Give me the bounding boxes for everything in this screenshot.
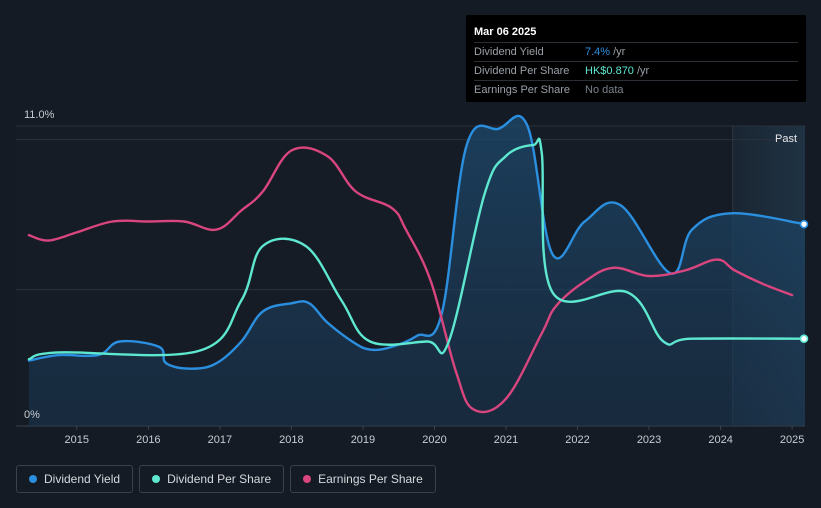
tooltip-value: HK$0.870: [585, 65, 634, 77]
legend-item-dividend-yield[interactable]: Dividend Yield: [16, 465, 134, 493]
dividend-yield-area: [28, 115, 805, 427]
x-tick-label: 2022: [565, 434, 589, 446]
tooltip-label: Dividend Per Share: [474, 65, 570, 77]
x-tick-label: 2016: [136, 434, 160, 446]
yield-marker: [799, 219, 809, 229]
tooltip-unit: /yr: [613, 46, 626, 58]
earnings-per-share-dot-icon: [303, 475, 312, 483]
tooltip-value: No data: [585, 84, 624, 96]
legend-label: Dividend Yield: [44, 472, 121, 486]
eps-line: [27, 146, 794, 414]
series-markers: [799, 219, 809, 344]
legend-label: Earnings Per Share: [318, 472, 423, 486]
x-tick-label: 2021: [494, 434, 518, 446]
x-tick-label: 2015: [65, 434, 89, 446]
x-tick-label: 2017: [208, 434, 232, 446]
dividend-per-share-dot-icon: [152, 475, 161, 483]
dps-line: [27, 137, 807, 361]
tooltip-row-dividend-yield: Dividend Yield 7.4% /yr: [474, 42, 798, 61]
x-tick-label: 2023: [637, 434, 661, 446]
x-tick-label: 2020: [422, 434, 446, 446]
tooltip-label: Earnings Per Share: [474, 84, 570, 96]
tooltip-date: Mar 06 2025: [474, 26, 537, 38]
tooltip-unit: /yr: [636, 65, 650, 77]
legend-item-earnings-per-share[interactable]: Earnings Per Share: [290, 465, 436, 493]
legend-label: Dividend Per Share: [167, 472, 272, 486]
dividend-yield-dot-icon: [29, 475, 37, 483]
yield-line: [27, 114, 807, 370]
tooltip: Mar 06 2025 Dividend Yield 7.4% /yr Divi…: [466, 15, 806, 102]
x-tick-label: 2018: [279, 434, 303, 446]
x-tick-label: 2019: [351, 434, 375, 446]
y-max-label: 11.0%: [24, 109, 55, 121]
dps-marker: [799, 334, 809, 344]
tooltip-row-earnings-per-share: Earnings Per Share No data: [474, 80, 798, 99]
y-min-label: 0%: [24, 409, 40, 421]
series-lines: [27, 114, 807, 414]
past-label: Past: [775, 133, 797, 145]
x-axis-ticks: 2015 2016 2017 2018 2019 2020 2021 2022 2023 2024…: [65, 426, 804, 446]
legend: Dividend Yield Dividend Per Share Earnin…: [16, 465, 436, 493]
tooltip-value: 7.4%: [585, 46, 611, 58]
legend-item-dividend-per-share[interactable]: Dividend Per Share: [139, 465, 285, 493]
tooltip-label: Dividend Yield: [474, 46, 544, 58]
x-tick-label: 2024: [708, 434, 732, 446]
x-tick-label: 2025: [780, 434, 804, 446]
tooltip-row-dividend-per-share: Dividend Per Share HK$0.870 /yr: [474, 61, 798, 80]
